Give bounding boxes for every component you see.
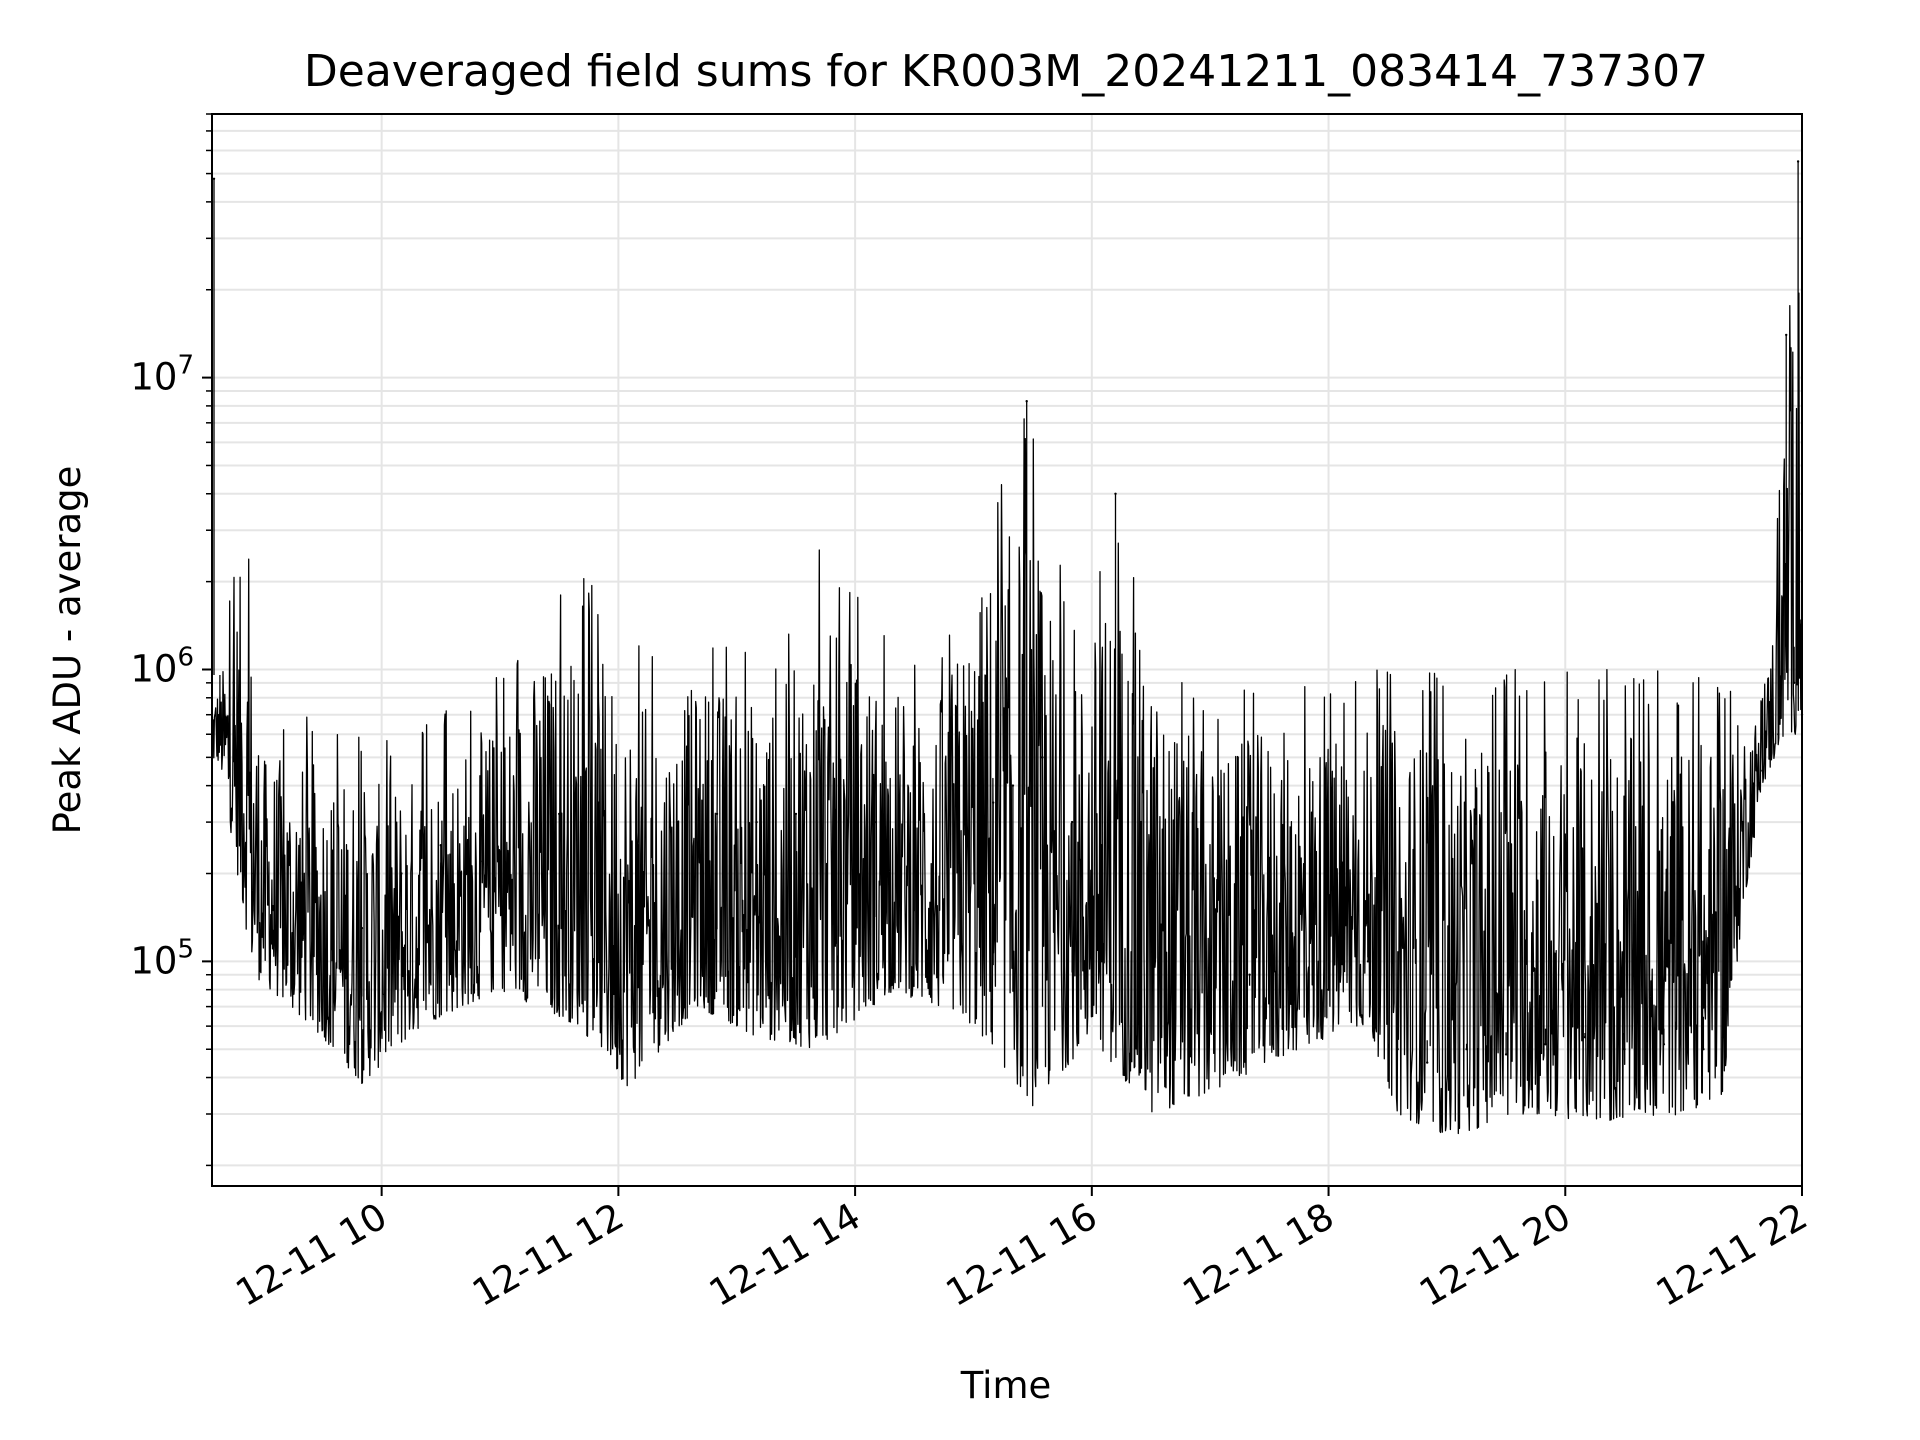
series-point xyxy=(439,844,442,847)
series-point xyxy=(1011,784,1015,787)
series-point xyxy=(400,872,403,875)
series-point xyxy=(1662,1043,1666,1046)
x-tick-label: 12-11 18 xyxy=(1175,1195,1341,1315)
series-point xyxy=(1366,960,1370,963)
x-tick-label: 12-11 12 xyxy=(465,1195,631,1315)
series-point xyxy=(1114,492,1117,495)
series-point xyxy=(331,948,334,951)
series-point xyxy=(1070,820,1074,824)
series-point xyxy=(1465,1048,1468,1051)
x-tick-label: 12-11 16 xyxy=(939,1195,1105,1315)
series-point xyxy=(715,812,719,816)
series-point xyxy=(252,872,255,875)
series-point xyxy=(479,860,482,863)
x-axis-label: Time xyxy=(960,1364,1052,1407)
series-point xyxy=(360,926,364,930)
series-line xyxy=(211,161,1803,1135)
y-axis-label: Peak ADU - average xyxy=(46,466,89,835)
series-point xyxy=(676,820,679,824)
series-point xyxy=(518,820,521,824)
series-point xyxy=(1504,1053,1508,1056)
series-point xyxy=(913,812,916,816)
series-point xyxy=(1741,820,1745,824)
series-point xyxy=(1327,988,1330,991)
series-layer xyxy=(210,160,1804,1135)
series-point xyxy=(1100,844,1103,847)
series-point xyxy=(1396,1048,1399,1051)
series-point xyxy=(597,801,600,804)
series-point xyxy=(1761,769,1764,772)
series-point xyxy=(1777,733,1780,736)
y-tick-label: 106 xyxy=(130,642,194,690)
series-point xyxy=(1796,160,1800,163)
series-point xyxy=(1583,1036,1587,1039)
series-point xyxy=(1544,1043,1547,1046)
series-point xyxy=(1041,756,1044,759)
series-point xyxy=(636,844,640,847)
series-point xyxy=(558,812,561,816)
series-point xyxy=(755,820,758,824)
plot-frame xyxy=(211,113,1803,1187)
series-point xyxy=(1139,820,1143,824)
series-point xyxy=(232,681,235,684)
series-point xyxy=(1426,1061,1429,1064)
series-point xyxy=(1792,681,1796,684)
series-point xyxy=(212,177,216,180)
series-point xyxy=(992,801,995,804)
series-point xyxy=(218,713,222,716)
series-point xyxy=(834,808,837,812)
series-point xyxy=(1623,1048,1626,1051)
series-point xyxy=(1785,333,1788,337)
series-point xyxy=(952,820,955,824)
series-point xyxy=(1702,1048,1705,1051)
x-tick-label: 12-11 10 xyxy=(229,1195,395,1315)
series-point xyxy=(272,908,275,912)
x-tick-label: 12-11 22 xyxy=(1649,1195,1815,1315)
series-point xyxy=(873,820,876,824)
series-point xyxy=(1179,872,1182,875)
y-tick-label: 107 xyxy=(130,351,194,399)
series-point xyxy=(1248,973,1251,976)
chart-title: Deaveraged field sums for KR003M_2024121… xyxy=(304,46,1708,97)
x-tick-label: 12-11 20 xyxy=(1412,1195,1578,1315)
x-tick-label: 12-11 14 xyxy=(702,1195,868,1315)
series-point xyxy=(794,812,798,816)
series-point xyxy=(1209,960,1212,963)
series-point xyxy=(1287,988,1291,991)
series-point xyxy=(1025,400,1028,403)
series-point xyxy=(1721,1036,1725,1039)
series-point xyxy=(301,937,304,940)
y-tick-label: 105 xyxy=(130,934,194,982)
